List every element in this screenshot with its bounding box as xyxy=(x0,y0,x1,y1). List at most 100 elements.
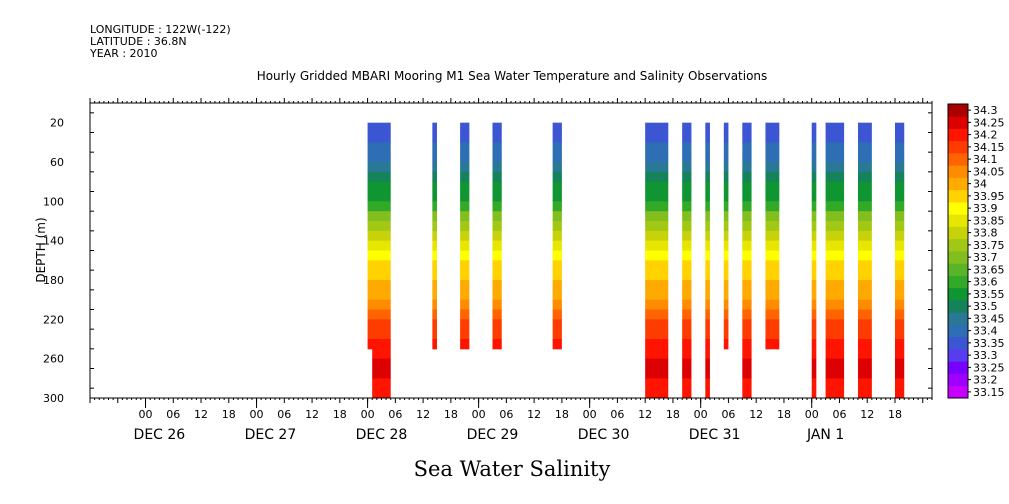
salinity-cell xyxy=(811,152,817,163)
salinity-cell xyxy=(765,299,780,310)
salinity-cell xyxy=(645,348,669,360)
salinity-cell xyxy=(645,240,669,251)
colorbar-swatch xyxy=(948,104,968,117)
salinity-cell xyxy=(432,211,437,222)
x-tick-label: 00 xyxy=(139,408,153,421)
salinity-cell xyxy=(825,289,845,301)
salinity-cell xyxy=(682,309,692,320)
salinity-cell xyxy=(742,378,752,389)
salinity-cell xyxy=(765,319,780,330)
salinity-cell xyxy=(742,348,752,360)
salinity-cell xyxy=(552,162,562,173)
date-label: DEC 27 xyxy=(245,427,297,443)
salinity-cell xyxy=(492,201,502,212)
salinity-cell xyxy=(857,348,872,360)
colorbar-label: 33.15 xyxy=(973,386,1005,399)
salinity-cell xyxy=(682,358,692,369)
colorbar-label: 34.2 xyxy=(973,129,998,142)
salinity-cell xyxy=(460,132,470,143)
salinity-cell xyxy=(894,270,905,281)
x-tick-label: 06 xyxy=(832,408,846,421)
salinity-cell xyxy=(825,240,845,251)
salinity-cell xyxy=(811,162,817,173)
salinity-cell xyxy=(825,191,845,202)
salinity-cell xyxy=(460,171,470,183)
salinity-cell xyxy=(372,378,391,389)
salinity-cell xyxy=(705,221,710,232)
chart-title: Hourly Gridded MBARI Mooring M1 Sea Wate… xyxy=(257,69,768,83)
salinity-cell xyxy=(682,132,692,143)
salinity-cell xyxy=(682,299,692,310)
salinity-cell xyxy=(765,221,780,232)
salinity-cell xyxy=(811,260,817,271)
salinity-cell xyxy=(460,191,470,202)
x-tick-label: 18 xyxy=(777,408,791,421)
salinity-cell xyxy=(432,329,437,340)
salinity-cell xyxy=(723,250,729,261)
date-label: DEC 30 xyxy=(578,427,630,443)
salinity-cell xyxy=(857,358,872,369)
salinity-cell xyxy=(372,348,391,360)
salinity-cell xyxy=(723,211,729,222)
salinity-cell xyxy=(825,122,845,133)
salinity-cell xyxy=(894,162,905,173)
salinity-cell xyxy=(765,240,780,251)
salinity-cell xyxy=(825,221,845,232)
salinity-cell xyxy=(552,181,562,192)
salinity-cell xyxy=(825,171,845,183)
colorbar-swatch xyxy=(948,385,968,399)
salinity-cell xyxy=(894,388,905,399)
salinity-cell xyxy=(857,299,872,310)
x-tick-label: 18 xyxy=(222,408,236,421)
salinity-cell xyxy=(552,289,562,301)
salinity-cell xyxy=(894,230,905,242)
salinity-cell xyxy=(552,270,562,281)
salinity-cell xyxy=(645,388,669,399)
salinity-cell xyxy=(460,260,470,271)
salinity-cell xyxy=(432,250,437,261)
salinity-cell xyxy=(492,280,502,291)
salinity-cell xyxy=(460,142,470,153)
salinity-cell xyxy=(765,339,780,350)
salinity-cell xyxy=(460,289,470,301)
salinity-cell xyxy=(894,309,905,320)
salinity-cell xyxy=(894,152,905,163)
salinity-cell xyxy=(645,319,669,330)
salinity-cell xyxy=(742,270,752,281)
salinity-cell xyxy=(645,289,669,301)
salinity-cell xyxy=(723,299,729,310)
salinity-cell xyxy=(811,329,817,340)
salinity-cell xyxy=(432,289,437,301)
salinity-cell xyxy=(552,152,562,163)
salinity-cell xyxy=(432,171,437,183)
salinity-cell xyxy=(723,240,729,251)
salinity-cell xyxy=(742,250,752,261)
salinity-cell xyxy=(894,211,905,222)
x-tick-label: 12 xyxy=(527,408,541,421)
salinity-cell xyxy=(432,230,437,242)
salinity-cell xyxy=(742,358,752,369)
y-tick-label: 140 xyxy=(43,235,64,248)
salinity-cell xyxy=(432,339,437,350)
salinity-cell xyxy=(857,181,872,192)
salinity-cell xyxy=(372,388,391,399)
salinity-cell xyxy=(432,201,437,212)
salinity-cell xyxy=(765,309,780,320)
salinity-cell xyxy=(367,181,391,192)
date-label: DEC 31 xyxy=(689,427,741,443)
salinity-cell xyxy=(742,388,752,399)
salinity-cell xyxy=(765,181,780,192)
salinity-cell xyxy=(645,250,669,261)
salinity-cell xyxy=(723,152,729,163)
salinity-cell xyxy=(825,368,845,379)
salinity-cell xyxy=(460,122,470,133)
x-tick-label: 12 xyxy=(638,408,652,421)
date-label: DEC 29 xyxy=(467,427,519,443)
salinity-cell xyxy=(811,181,817,192)
salinity-cell xyxy=(552,132,562,143)
salinity-cell xyxy=(682,348,692,360)
salinity-cell xyxy=(894,348,905,360)
salinity-cell xyxy=(723,230,729,242)
salinity-cell xyxy=(894,280,905,291)
colorbar-label: 33.95 xyxy=(973,190,1005,203)
